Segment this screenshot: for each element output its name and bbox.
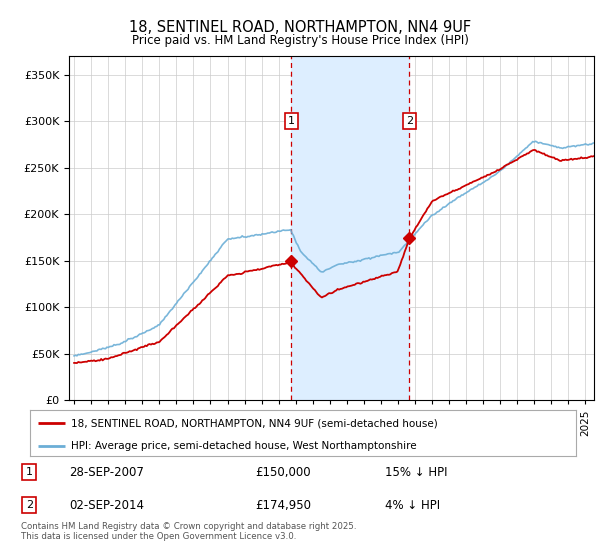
Text: 18, SENTINEL ROAD, NORTHAMPTON, NN4 9UF: 18, SENTINEL ROAD, NORTHAMPTON, NN4 9UF: [129, 20, 471, 35]
Text: 15% ↓ HPI: 15% ↓ HPI: [385, 465, 447, 479]
Text: £174,950: £174,950: [255, 498, 311, 512]
Text: 1: 1: [288, 116, 295, 126]
Text: 2: 2: [406, 116, 413, 126]
Bar: [291, 56, 409, 400]
Text: 4% ↓ HPI: 4% ↓ HPI: [385, 498, 440, 512]
Text: HPI: Average price, semi-detached house, West Northamptonshire: HPI: Average price, semi-detached house,…: [71, 441, 416, 451]
Text: 1: 1: [26, 467, 33, 477]
Text: Contains HM Land Registry data © Crown copyright and database right 2025.
This d: Contains HM Land Registry data © Crown c…: [21, 522, 356, 542]
Text: Price paid vs. HM Land Registry's House Price Index (HPI): Price paid vs. HM Land Registry's House …: [131, 34, 469, 46]
Text: £150,000: £150,000: [255, 465, 311, 479]
Text: 18, SENTINEL ROAD, NORTHAMPTON, NN4 9UF (semi-detached house): 18, SENTINEL ROAD, NORTHAMPTON, NN4 9UF …: [71, 418, 438, 428]
Text: 02-SEP-2014: 02-SEP-2014: [69, 498, 144, 512]
Text: 28-SEP-2007: 28-SEP-2007: [69, 465, 143, 479]
Text: 2: 2: [26, 500, 33, 510]
